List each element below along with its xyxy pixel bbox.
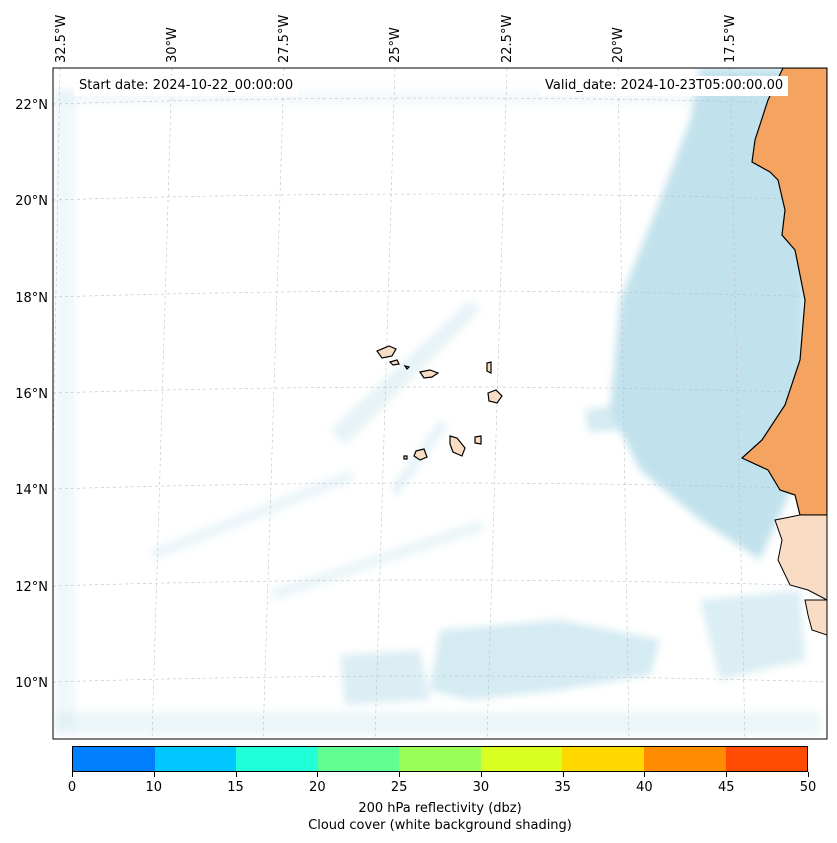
- colorbar-tick-label: 30: [472, 780, 490, 795]
- colorbar: [72, 746, 808, 772]
- colorbar-tick-mark: [72, 772, 73, 777]
- island-sao-nicolau: [419, 369, 440, 379]
- colorbar-tick-mark: [317, 772, 319, 777]
- senegambia-coast: [774, 514, 827, 601]
- lon-label: 22.5°W: [500, 14, 515, 63]
- africa-mainland: [740, 68, 827, 516]
- cloud-patch-far-southeast: [700, 590, 805, 680]
- colorbar-tick-label: 10: [145, 780, 163, 795]
- colorbar-tick-label: 20: [309, 780, 326, 795]
- island-fogo: [413, 448, 428, 461]
- island-sao-vicente: [388, 359, 400, 366]
- cloud-patch-southern: [430, 620, 660, 700]
- colorbar-segment: [317, 747, 400, 771]
- colorbar-tick-label: 15: [227, 780, 244, 795]
- colorbar-segment: [480, 747, 563, 771]
- island-boa-vista: [487, 389, 503, 404]
- lat-label: 10°N: [15, 676, 48, 691]
- lon-label: 25°W: [388, 27, 403, 63]
- lon-label: 32.5°W: [54, 14, 69, 63]
- lon-label: 27.5°W: [277, 14, 292, 63]
- lat-label: 14°N: [15, 483, 48, 498]
- cloud-streak-2: [150, 470, 355, 560]
- lat-label: 22°N: [15, 98, 48, 113]
- cloud-patch-east-mid: [585, 405, 622, 432]
- island-santiago: [449, 435, 466, 457]
- colorbar-tick-mark: [399, 772, 401, 777]
- colorbar-segment: [562, 747, 644, 771]
- map-frame: [52, 67, 828, 740]
- start-date-label: Start date: 2024-10-22_00:00:00: [74, 76, 299, 96]
- colorbar-segment: [73, 747, 155, 771]
- cloud-band-coastal: [610, 68, 805, 560]
- colorbar-tick-mark: [153, 772, 155, 777]
- lon-label: 30°W: [165, 27, 180, 63]
- island-santo-antao: [376, 345, 397, 359]
- colorbar-tick-label: 50: [799, 780, 817, 795]
- colorbar-tick-label: 25: [390, 780, 408, 795]
- lon-label: 17.5°W: [723, 14, 738, 63]
- colorbar-tick-mark: [480, 772, 482, 777]
- lon-label: 20°W: [611, 27, 626, 63]
- colorbar-tick-mark: [808, 772, 809, 777]
- lat-label: 12°N: [15, 580, 48, 595]
- cloud-frame-left: [55, 90, 75, 730]
- lat-label: 16°N: [15, 387, 48, 402]
- colorbar-segment: [399, 747, 481, 771]
- island-santa-luzia: [403, 365, 411, 370]
- colorbar-subtitle: Cloud cover (white background shading): [308, 818, 572, 833]
- island-maio: [474, 435, 482, 445]
- cloud-streak-3: [270, 520, 485, 600]
- colorbar-title: 200 hPa reflectivity (dbz): [358, 801, 522, 816]
- graticule: [53, 68, 827, 739]
- cloud-cover-layer: [55, 68, 820, 735]
- colorbar-tick-label: 0: [67, 780, 77, 795]
- colorbar-segment: [725, 747, 808, 771]
- colorbar-tick-label: 45: [717, 780, 735, 795]
- cloud-patch-southwest: [340, 650, 430, 705]
- lat-label: 18°N: [15, 291, 48, 306]
- island-brava: [403, 455, 408, 460]
- colorbar-segment: [154, 747, 237, 771]
- colorbar-segment: [643, 747, 726, 771]
- cape-verde-islands: [376, 345, 503, 461]
- cloud-frame-bottom: [55, 712, 820, 735]
- lat-label: 20°N: [15, 194, 48, 209]
- colorbar-tick-label: 35: [554, 780, 571, 795]
- colorbar-tick-mark: [562, 772, 564, 777]
- valid-date-label: Valid_date: 2024-10-23T05:00:00.00: [540, 76, 789, 96]
- colorbar-tick-label: 40: [636, 780, 653, 795]
- island-sal: [486, 361, 492, 374]
- guinea-bissau-coast: [804, 599, 827, 636]
- colorbar-tick-mark: [235, 772, 237, 777]
- colorbar-tick-mark: [644, 772, 646, 777]
- cloud-streak-1: [330, 300, 480, 445]
- colorbar-tick-mark: [726, 772, 728, 777]
- colorbar-segment: [236, 747, 318, 771]
